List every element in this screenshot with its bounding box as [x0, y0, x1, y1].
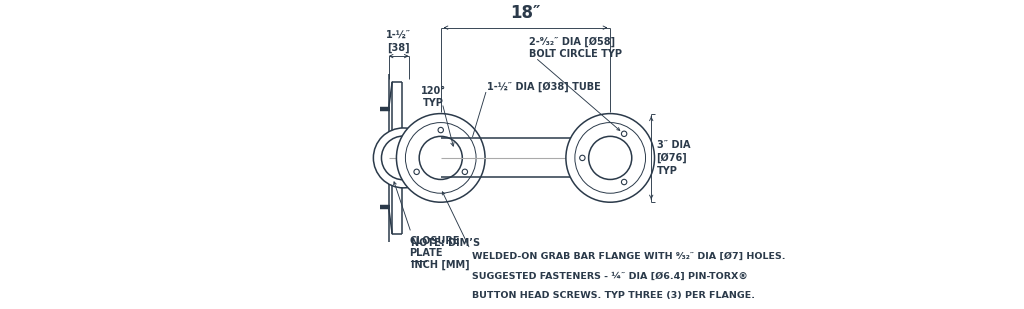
Circle shape — [580, 155, 585, 161]
Circle shape — [622, 131, 627, 137]
Text: CLOSURE
PLATE: CLOSURE PLATE — [410, 236, 460, 258]
Circle shape — [438, 127, 443, 133]
Text: 120°
TYP: 120° TYP — [421, 86, 445, 108]
Circle shape — [374, 128, 433, 188]
Circle shape — [382, 136, 425, 180]
Circle shape — [406, 123, 476, 193]
Circle shape — [396, 114, 485, 202]
Text: SUGGESTED FASTENERS - ¼″ DIA [Ø6.4] PIN-TORX®: SUGGESTED FASTENERS - ¼″ DIA [Ø6.4] PIN-… — [472, 272, 748, 281]
Text: NOTE: DIM’S: NOTE: DIM’S — [411, 238, 479, 248]
Text: 2-⁹⁄₃₂″ DIA [Ø58]
BOLT CIRCLE TYP: 2-⁹⁄₃₂″ DIA [Ø58] BOLT CIRCLE TYP — [529, 36, 623, 59]
Circle shape — [574, 123, 645, 193]
Text: WELDED-ON GRAB BAR FLANGE WITH ⁹⁄₃₂″ DIA [Ø7] HOLES.: WELDED-ON GRAB BAR FLANGE WITH ⁹⁄₃₂″ DIA… — [472, 252, 785, 261]
Text: BUTTON HEAD SCREWS. TYP THREE (3) PER FLANGE.: BUTTON HEAD SCREWS. TYP THREE (3) PER FL… — [472, 291, 755, 300]
Text: 18″: 18″ — [510, 4, 541, 22]
Circle shape — [414, 169, 419, 175]
Circle shape — [622, 179, 627, 185]
Circle shape — [589, 136, 632, 180]
Text: 1-½″
[38]: 1-½″ [38] — [386, 30, 412, 53]
Text: INCH [MM]: INCH [MM] — [411, 260, 469, 270]
Circle shape — [566, 114, 654, 202]
Text: 1-½″ DIA [Ø38] TUBE: 1-½″ DIA [Ø38] TUBE — [486, 82, 600, 92]
Circle shape — [462, 169, 468, 175]
Text: 3″ DIA
[Ø76]
TYP: 3″ DIA [Ø76] TYP — [656, 140, 690, 176]
Circle shape — [419, 136, 462, 180]
